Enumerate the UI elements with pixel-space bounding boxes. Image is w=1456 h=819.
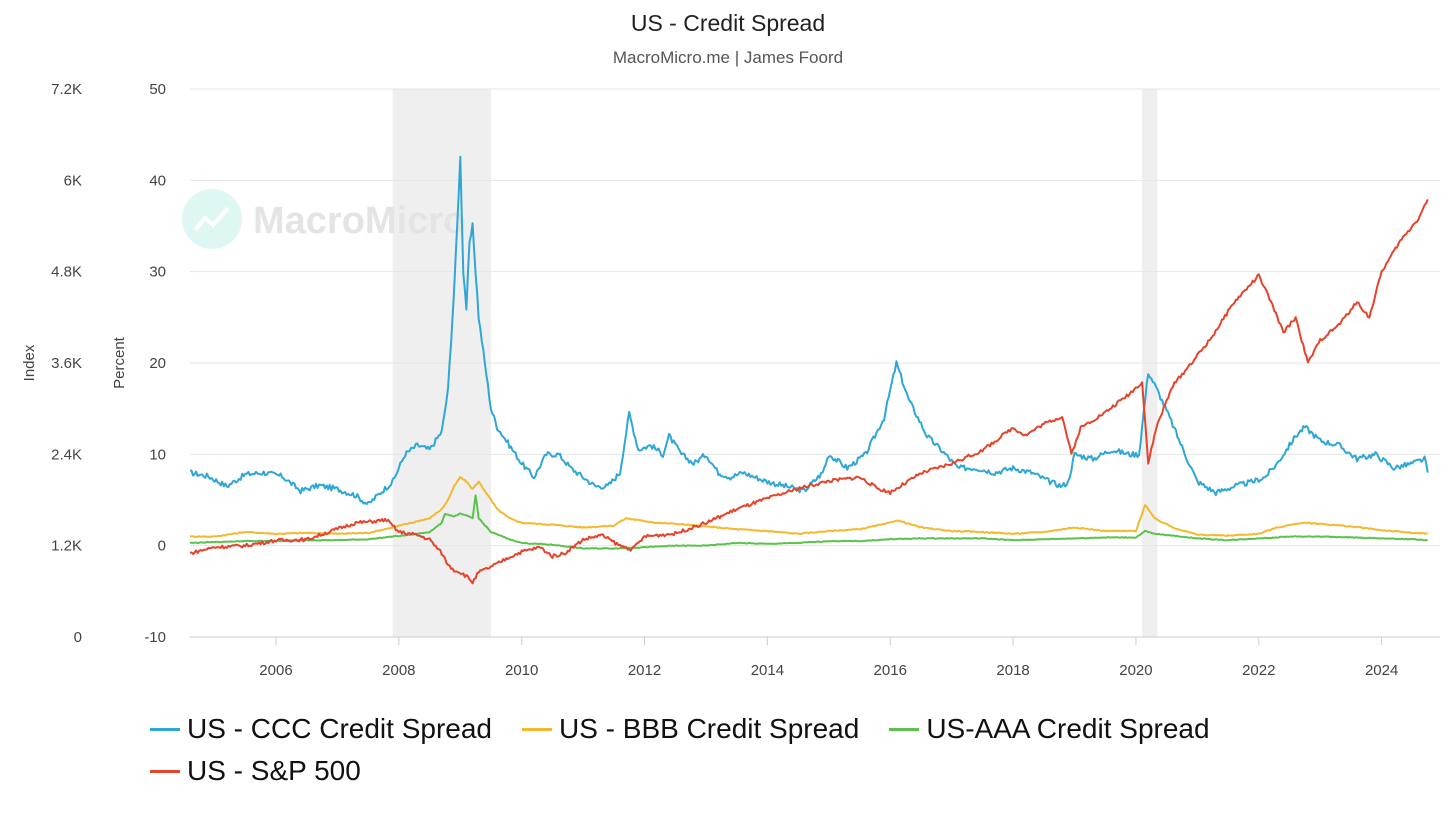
y-right-tick-label: 40 bbox=[149, 172, 166, 189]
chart-title: US - Credit Spread bbox=[630, 10, 826, 36]
x-tick-label: 2024 bbox=[1365, 662, 1398, 679]
y-right-tick-label: 30 bbox=[149, 264, 166, 281]
legend-item[interactable]: US - S&P 500 bbox=[150, 750, 361, 792]
legend-label: US - CCC Credit Spread bbox=[187, 713, 492, 744]
x-tick-label: 2008 bbox=[382, 662, 415, 679]
legend-label: US - S&P 500 bbox=[187, 755, 361, 786]
watermark-logo-icon bbox=[182, 189, 242, 249]
legend-item[interactable]: US - BBB Credit Spread bbox=[521, 708, 860, 750]
legend-swatch bbox=[889, 727, 920, 731]
series-line-spx bbox=[189, 199, 1429, 585]
legend-label: US - BBB Credit Spread bbox=[558, 713, 860, 744]
y-left-tick-label: 1.2K bbox=[51, 538, 82, 555]
series-line-bbb bbox=[189, 475, 1428, 538]
series-line-aaa bbox=[189, 494, 1428, 550]
x-tick-label: 2016 bbox=[874, 662, 907, 679]
legend-item[interactable]: US-AAA Credit Spread bbox=[889, 708, 1210, 750]
x-tick-label: 2012 bbox=[628, 662, 661, 679]
x-tick-label: 2010 bbox=[505, 662, 538, 679]
y-right-tick-label: 0 bbox=[158, 538, 166, 555]
legend-swatch bbox=[150, 769, 180, 773]
legend-swatch bbox=[150, 727, 180, 731]
x-tick-label: 2018 bbox=[996, 662, 1029, 679]
y-right-tick-label: 20 bbox=[149, 355, 166, 372]
y-left-tick-label: 4.8K bbox=[51, 264, 82, 281]
y-left-tick-label: 6K bbox=[64, 172, 82, 189]
watermark: MacroMicro bbox=[182, 189, 466, 249]
x-tick-label: 2006 bbox=[259, 662, 292, 679]
y-left-axis-title: Index bbox=[21, 344, 38, 381]
x-tick-label: 2020 bbox=[1119, 662, 1152, 679]
legend-item[interactable]: US - CCC Credit Spread bbox=[150, 708, 492, 750]
chart-plot: MacroMicro 0 1.2K 2.4K 3.6K 4.8K 6K 7.2K -10 0 1… bbox=[21, 81, 1440, 679]
x-tick-label: 2014 bbox=[751, 662, 784, 679]
y-left-tick-label: 0 bbox=[74, 629, 82, 646]
y-left-tick-label: 2.4K bbox=[51, 446, 82, 463]
y-left-tick-label: 3.6K bbox=[51, 355, 82, 372]
y-left-tick-label: 7.2K bbox=[51, 81, 82, 98]
legend: US - CCC Credit Spread US - BBB Credit Sp… bbox=[150, 708, 1430, 792]
y-right-tick-label: 10 bbox=[149, 446, 166, 463]
watermark-text: MacroMicro bbox=[253, 200, 466, 242]
y-right-tick-label: -10 bbox=[144, 629, 166, 646]
y-right-tick-label: 50 bbox=[149, 81, 166, 98]
legend-swatch bbox=[521, 727, 552, 731]
x-tick-label: 2022 bbox=[1242, 662, 1275, 679]
y-right-axis-title: Percent bbox=[111, 336, 128, 389]
watermark-logo-stroke bbox=[193, 206, 230, 232]
chart-subtitle: MacroMicro.me | James Foord bbox=[612, 48, 844, 67]
legend-label: US-AAA Credit Spread bbox=[926, 713, 1210, 744]
